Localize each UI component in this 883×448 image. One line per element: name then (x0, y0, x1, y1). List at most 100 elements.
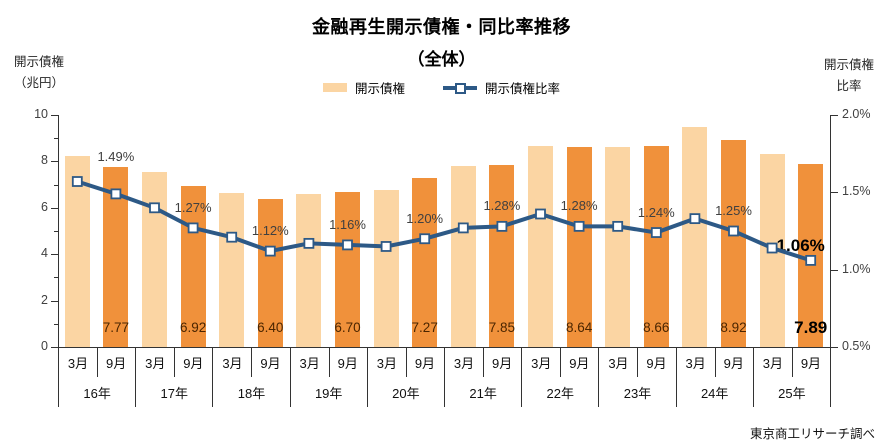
x-year-label: 24年 (700, 385, 729, 401)
y-tick-label-right: 2.0% (842, 107, 871, 121)
month-divider (791, 347, 793, 377)
bar-value-label: 6.92 (179, 320, 207, 335)
bar-value-label: 8.92 (720, 320, 747, 335)
x-month-label: 3月 (299, 355, 320, 371)
right-axis-major-tick (830, 347, 838, 348)
left-axis-minor-tick (54, 323, 58, 325)
x-axis-year-cell: 3月 9月 19年 (289, 347, 367, 407)
left-axis-line (58, 115, 59, 347)
bar-value-label: 7.85 (488, 320, 516, 335)
y-tick-label-left: 8 (41, 153, 48, 168)
x-month-label: 9月 (260, 355, 281, 371)
x-month-label: 3月 (762, 355, 783, 371)
ratio-value-label: 1.24% (637, 204, 675, 220)
x-month-label: 9月 (337, 355, 358, 371)
bar-march (605, 147, 631, 347)
y-tick-label-right: 0.5% (842, 339, 871, 353)
legend-line-marker-icon (443, 82, 477, 94)
right-axis-title: 開示債権 比率 (823, 58, 874, 94)
ratio-value-label: 1.49% (97, 148, 135, 164)
legend: 開示債権 開示債権比率 (0, 78, 883, 97)
bar-value-label: 7.27 (411, 320, 438, 335)
x-month-label: 3月 (531, 355, 552, 371)
y-tick-label-right: 1.5% (842, 184, 871, 199)
bar-value-label: 7.77 (102, 320, 130, 335)
right-axis-major-tick (830, 269, 838, 271)
x-year-label: 19年 (314, 385, 343, 401)
bar-march (296, 193, 322, 347)
x-month-label: 9月 (723, 355, 744, 371)
month-divider (560, 347, 562, 377)
bar-value-label: 7.89 (794, 318, 828, 337)
x-month-label: 9月 (492, 355, 513, 371)
legend-line-label: 開示債権比率 (485, 82, 561, 96)
y-tick-label-left: 10 (34, 107, 48, 121)
x-month-label: 9月 (646, 355, 667, 371)
y-tick-label-left: 6 (41, 199, 48, 214)
ratio-value-label: 1.16% (329, 216, 366, 232)
x-axis-table: 3月 9月 16年 3月 9月 17年 3月 9月 18年 3月 9月 19年 3月 9月 20年 3月 9月 2… (58, 347, 831, 407)
x-month-label: 3月 (145, 355, 166, 371)
source-credit: 東京商工リサーチ調べ (749, 427, 875, 441)
x-month-label: 9月 (569, 355, 590, 371)
x-month-label: 3月 (67, 355, 89, 371)
left-axis-major-tick (51, 254, 58, 256)
x-month-label: 3月 (376, 355, 397, 371)
x-axis-year-cell: 3月 9月 24年 (675, 347, 753, 407)
left-axis-minor-tick (54, 277, 58, 279)
x-axis-year-cell: 3月 9月 16年 (58, 347, 135, 407)
left-axis-minor-tick (54, 184, 58, 186)
month-divider (97, 347, 99, 377)
x-month-label: 3月 (222, 355, 243, 371)
x-year-label: 20年 (392, 385, 420, 401)
bar-value-label: 6.40 (257, 320, 284, 335)
x-axis-year-cell: 3月 9月 17年 (135, 347, 212, 407)
left-axis-title: 開示債権 （兆円） (13, 55, 64, 91)
ratio-value-label: 1.20% (406, 210, 444, 226)
month-divider (251, 347, 253, 377)
x-month-label: 9月 (414, 355, 436, 371)
chart-subtitle: （全体） (407, 50, 476, 69)
x-axis-year-cell: 3月 9月 25年 (752, 347, 830, 407)
x-year-label: 22年 (546, 385, 575, 401)
left-axis-major-tick (51, 207, 58, 209)
y-tick-label-left: 4 (41, 246, 48, 261)
ratio-value-label: 1.06% (776, 236, 825, 256)
bar-march (64, 155, 90, 347)
x-axis-year-cell: 3月 9月 22年 (521, 347, 598, 407)
legend-bar-swatch-icon (322, 83, 347, 92)
right-axis-line (830, 115, 831, 347)
x-axis-year-cell: 3月 9月 20年 (366, 347, 444, 407)
legend-bar-label: 開示債権 (354, 82, 405, 96)
month-divider (714, 347, 716, 377)
ratio-value-label: 1.28% (483, 198, 521, 214)
y-tick-label-left: 0 (41, 339, 48, 353)
bar-march (528, 145, 553, 347)
left-axis-major-tick (51, 161, 58, 163)
y-tick-label-right: 1.0% (842, 261, 871, 276)
ratio-value-label: 1.28% (560, 198, 598, 214)
month-divider (405, 347, 407, 377)
x-month-label: 9月 (800, 355, 822, 371)
x-year-label: 21年 (469, 385, 497, 401)
x-month-label: 3月 (685, 355, 706, 371)
bar-march (682, 127, 708, 347)
right-axis-major-tick (830, 192, 838, 194)
ratio-value-label: 1.12% (251, 223, 289, 239)
left-axis-major-tick (51, 115, 58, 116)
x-year-label: 16年 (83, 385, 111, 401)
bar-value-label: 8.66 (643, 320, 670, 335)
x-year-label: 23年 (623, 385, 652, 401)
month-divider (328, 347, 330, 377)
month-divider (483, 347, 485, 377)
x-month-label: 9月 (106, 355, 127, 371)
left-axis-minor-tick (54, 138, 58, 140)
left-axis-major-tick (51, 300, 58, 302)
bar-value-label: 6.70 (334, 320, 361, 335)
x-month-label: 9月 (183, 355, 204, 371)
x-month-label: 3月 (608, 355, 629, 371)
chart-title: 金融再生開示債権・同比率推移 (312, 17, 571, 37)
left-axis-minor-tick (54, 231, 58, 232)
x-axis-year-cell: 3月 9月 23年 (598, 347, 675, 407)
